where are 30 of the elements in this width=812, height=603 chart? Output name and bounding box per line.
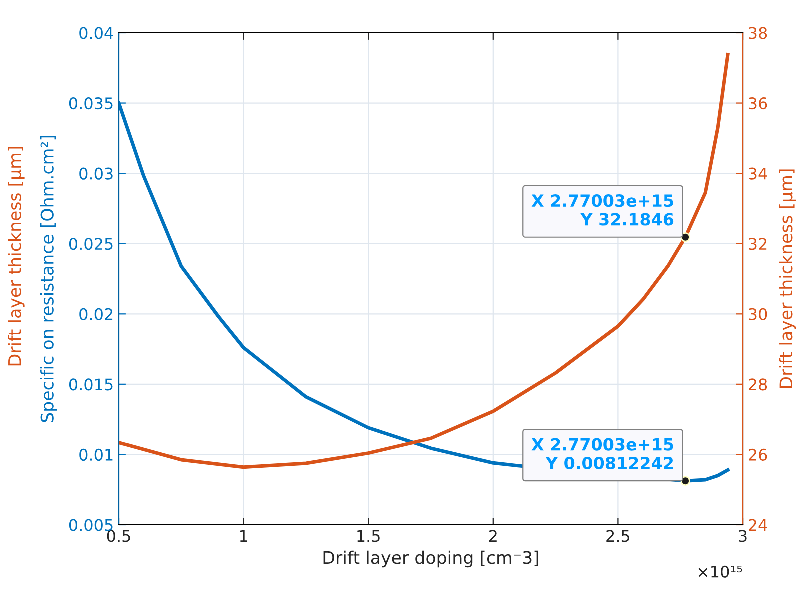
- y2-tick-label: 36: [749, 98, 768, 110]
- y-tick-label: 0.02: [80, 308, 113, 320]
- x-tick-label: 0.5: [107, 530, 130, 542]
- annotation: X 2.77003e+15 Y 32.1846: [532, 194, 674, 226]
- y-tick-label: 0.03: [80, 168, 113, 180]
- y2-tick-label: 30: [749, 308, 768, 320]
- y2-tick-label: 26: [749, 448, 768, 462]
- text: ×10¹⁵: [698, 566, 742, 578]
- y-tick-label: 0.01: [80, 448, 113, 462]
- y-tick-label: 0.005: [69, 519, 113, 532]
- y-tick-label: 0.04: [80, 27, 114, 40]
- annotation: X 2.77003e+15 Y 0.00812242: [532, 438, 674, 470]
- x-tick-label: 2: [489, 530, 497, 542]
- y2-tick-label: 34: [749, 168, 768, 180]
- y2-tick-label: 28: [749, 378, 768, 391]
- x-tick-label: 2.5: [606, 530, 630, 542]
- x-tick-label: 3: [739, 530, 747, 542]
- y2-tick-label: 24: [749, 519, 768, 532]
- y-tick-label: 0.015: [69, 378, 113, 391]
- line-series: [119, 53, 730, 470]
- y2-tick-label: 32: [749, 238, 767, 250]
- y-tick-label: 0.025: [69, 238, 113, 250]
- text: Drift layer thickness [μm]: [8, 147, 25, 366]
- y-axis-title: Specific on resistance [Ohm.cm²]: [40, 136, 58, 422]
- y-tick-label: 0.035: [69, 98, 113, 110]
- y2-axis-title: Drift layer thickness [μm]: [779, 170, 796, 388]
- y2-tick-label: 38: [749, 27, 768, 40]
- x-axis-title: Drift layer doping [cm⁻3]: [324, 550, 538, 568]
- x-tick-label: 1.5: [358, 530, 380, 542]
- x-tick-label: 1: [240, 530, 248, 542]
